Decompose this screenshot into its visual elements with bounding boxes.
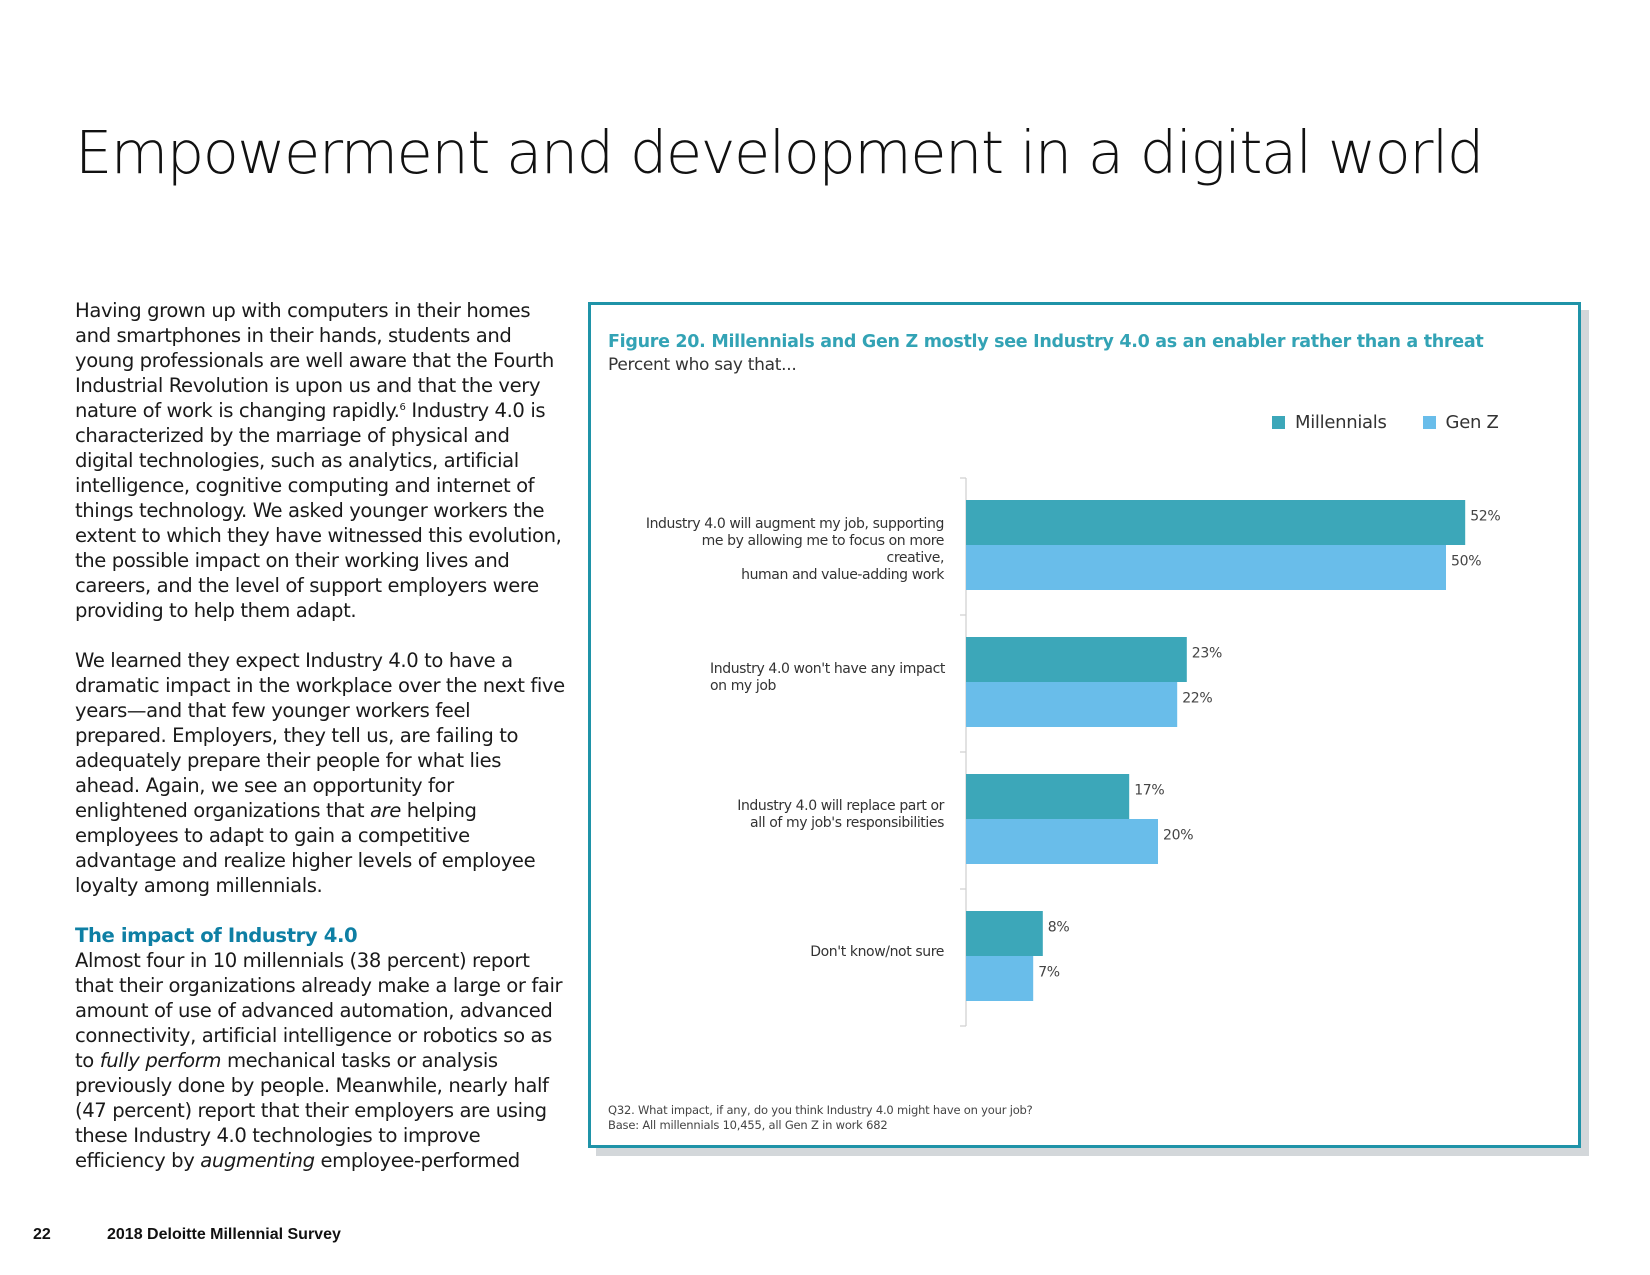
footer-page-number: 22	[33, 1226, 51, 1243]
legend-item-millennials: Millennials	[1272, 412, 1387, 433]
legend-item-gen-z: Gen Z	[1422, 412, 1499, 433]
figure-panel: Figure 20. Millennials and Gen Z mostly …	[588, 302, 1581, 1148]
bar-value-label: 20%	[1163, 828, 1193, 844]
bar-value-label: 52%	[1470, 509, 1500, 525]
bar-gen-z	[966, 956, 1034, 1001]
findings-paragraph: We learned they expect Industry 4.0 to h…	[75, 649, 565, 897]
category-label: Industry 4.0 will augment my job, suppor…	[645, 515, 945, 583]
bar-value-label: 17%	[1134, 783, 1164, 799]
legend-swatch-millennials	[1272, 416, 1285, 429]
bar-millennials	[966, 911, 1043, 956]
category-label: Industry 4.0 won't have any impact on my …	[710, 661, 945, 694]
bar-millennials	[966, 774, 1130, 819]
bar-millennials	[966, 637, 1187, 682]
bar-millennials	[966, 500, 1466, 545]
bar-value-label: 7%	[1038, 965, 1060, 981]
bar-gen-z	[966, 819, 1158, 864]
bar-value-label: 8%	[1048, 920, 1070, 936]
category-label: Industry 4.0 will replace part or all of …	[737, 798, 944, 831]
figure-note: Q32. What impact, if any, do you think I…	[608, 1103, 1033, 1132]
legend-swatch-gen-z	[1422, 416, 1436, 429]
page-title: Empowerment and development in a digital…	[75, 118, 1484, 187]
chart-legend: Millennials Gen Z	[1272, 412, 1499, 433]
figure-title: Figure 20. Millennials and Gen Z mostly …	[608, 332, 1484, 352]
figure-subtitle: Percent who say that...	[608, 355, 797, 375]
impact-paragraph: Almost four in 10 millennials (38 percen…	[75, 949, 563, 1172]
footer-title: 2018 Deloitte Millennial Survey	[107, 1226, 341, 1243]
bar-value-label: 23%	[1192, 646, 1222, 662]
bar-gen-z	[966, 545, 1446, 590]
intro-paragraph: Having grown up with computers in their …	[75, 299, 562, 622]
category-label: Don't know/not sure	[810, 943, 944, 960]
bar-value-label: 50%	[1451, 554, 1481, 570]
bar-value-label: 22%	[1182, 691, 1212, 707]
section-heading: The impact of Industry 4.0	[75, 924, 358, 947]
body-text-column: Having grown up with computers in their …	[75, 298, 565, 1173]
bar-gen-z	[966, 682, 1178, 727]
footnote-marker[interactable]: 6	[399, 402, 406, 413]
bar-chart: 52% 50% 23% 22% 17% 20% 8% 7%	[960, 477, 1501, 1027]
